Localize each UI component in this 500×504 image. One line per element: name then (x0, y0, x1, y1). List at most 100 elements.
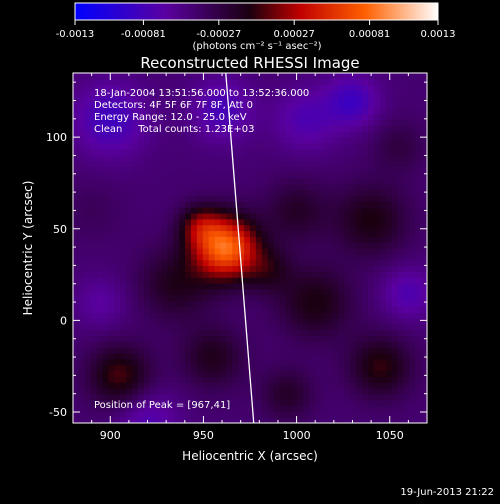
heatmap-cell (356, 323, 363, 331)
heatmap-cell (137, 183, 145, 191)
heatmap-cell (350, 271, 357, 278)
heatmap-cell (285, 277, 292, 284)
heatmap-cell (326, 388, 334, 395)
heatmap-cell (244, 294, 251, 302)
heatmap-cell (332, 347, 340, 354)
heatmap-cell (255, 411, 263, 418)
heatmap-cell (173, 341, 180, 348)
heatmap-cell (385, 294, 393, 302)
heatmap-cell (356, 358, 363, 366)
heatmap-cell (255, 218, 263, 226)
heatmap-cell (362, 335, 369, 342)
heatmap-cell (409, 388, 416, 395)
heatmap-cell (102, 411, 109, 418)
info-block: 18-Jan-2004 13:51:56.000 to 13:52:36.000… (94, 88, 309, 135)
heatmap-cell (220, 405, 227, 412)
heatmap-cell (421, 73, 427, 80)
heatmap-cell (143, 318, 151, 325)
heatmap-cell (73, 195, 80, 202)
heatmap-cell (78, 201, 86, 208)
heatmap-cell (350, 253, 357, 261)
heatmap-cell (114, 224, 121, 232)
heatmap-cell (185, 73, 192, 80)
heatmap-cell (409, 265, 416, 272)
heatmap-cell (185, 137, 192, 144)
heatmap-cell (273, 148, 281, 156)
heatmap-cell (344, 242, 351, 249)
heatmap-cell (326, 399, 334, 407)
heatmap-cell (250, 189, 257, 197)
heatmap-cell (273, 160, 281, 167)
heatmap-cell (421, 347, 427, 354)
heatmap-cell (90, 318, 98, 325)
heatmap-cell (196, 353, 204, 360)
heatmap-cell (226, 102, 233, 109)
heatmap-cell (397, 195, 404, 202)
heatmap-cell (338, 213, 345, 220)
heatmap-cell (202, 201, 210, 208)
heatmap-cell (161, 300, 168, 307)
heatmap-cell (208, 73, 216, 80)
heatmap-cell (191, 84, 198, 92)
heatmap-cell (185, 236, 192, 243)
heatmap-cell (90, 364, 98, 372)
heatmap-cell (73, 329, 80, 337)
heatmap-cell (226, 370, 233, 377)
heatmap-cell (132, 300, 139, 307)
heatmap-cell (173, 195, 180, 202)
heatmap-cell (373, 405, 381, 412)
heatmap-cell (167, 248, 174, 255)
heatmap-cell (391, 236, 399, 243)
y-tick-label: 0 (60, 314, 67, 327)
heatmap-cell (208, 312, 216, 319)
heatmap-cell (214, 347, 222, 354)
heatmap-cell (267, 242, 275, 249)
heatmap-cell (385, 213, 393, 220)
heatmap-cell (373, 312, 381, 319)
heatmap-cell (196, 405, 204, 412)
heatmap-cell (303, 318, 310, 325)
heatmap-cell (191, 172, 198, 179)
heatmap-cell (267, 265, 275, 272)
heatmap-cell (421, 358, 427, 366)
heatmap-cell (73, 271, 80, 278)
heatmap-cell (397, 224, 404, 232)
heatmap-cell (108, 341, 115, 348)
heatmap-cell (155, 341, 163, 348)
heatmap-cell (191, 318, 198, 325)
heatmap-cell (155, 178, 163, 185)
heatmap-cell (261, 154, 269, 162)
heatmap-cell (309, 160, 316, 167)
heatmap-cell (161, 399, 168, 407)
heatmap-cell (220, 318, 227, 325)
solar-limb-line (225, 72, 255, 424)
heatmap-cell (155, 108, 163, 115)
heatmap-cell (338, 119, 345, 127)
heatmap-cell (332, 259, 340, 267)
heatmap-cell (167, 201, 174, 208)
heatmap-cell (102, 271, 109, 278)
heatmap-cell (149, 102, 157, 109)
heatmap-cell (161, 318, 168, 325)
heatmap-cell (226, 154, 233, 162)
heatmap-cell (415, 154, 422, 162)
heatmap-cell (391, 306, 399, 313)
heatmap-cell (385, 393, 393, 401)
heatmap-cell (238, 108, 245, 115)
heatmap-cell (90, 353, 98, 360)
heatmap-cell (238, 178, 245, 185)
heatmap-cell (297, 318, 304, 325)
heatmap-cell (179, 213, 186, 220)
heatmap-cell (96, 388, 104, 395)
heatmap-cell (291, 382, 298, 389)
heatmap-cell (202, 78, 210, 86)
heatmap-cell (379, 271, 387, 278)
heatmap-cell (297, 213, 304, 220)
heatmap-cell (196, 178, 204, 185)
heatmap-cell (285, 78, 292, 86)
heatmap-cell (120, 399, 127, 407)
heatmap-cell (255, 108, 263, 115)
heatmap-cell (409, 207, 416, 214)
heatmap-cell (373, 218, 381, 226)
heatmap-cell (114, 259, 121, 267)
